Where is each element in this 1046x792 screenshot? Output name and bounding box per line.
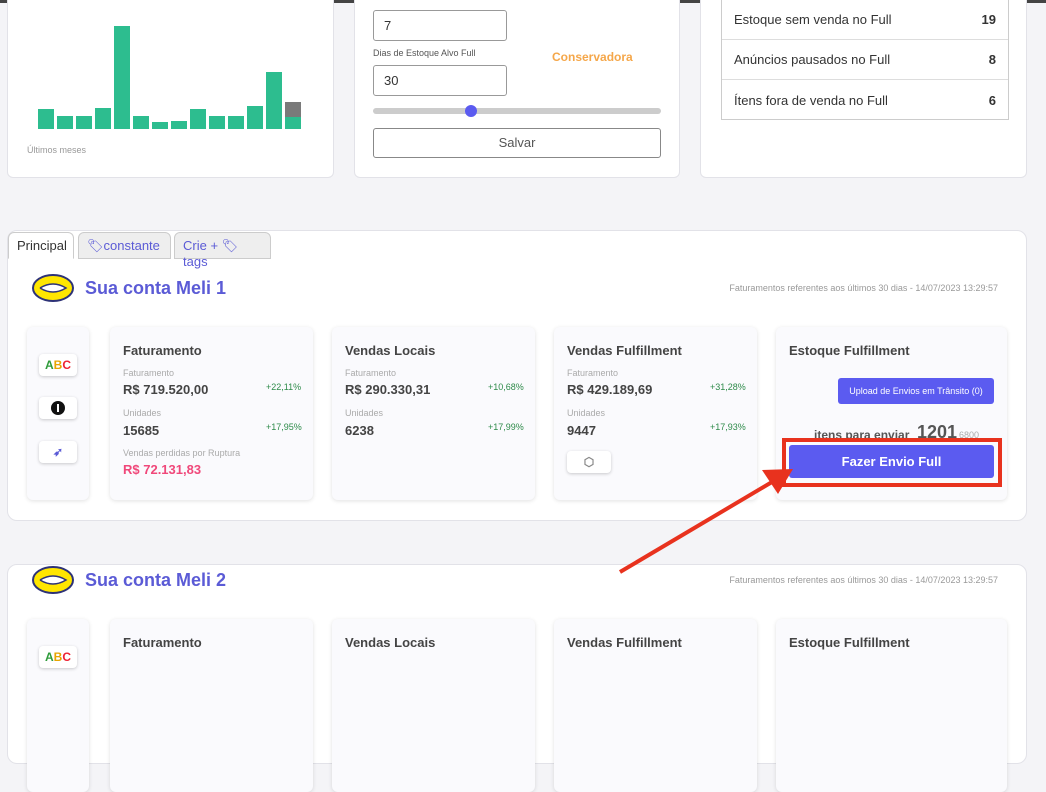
bar	[171, 121, 187, 129]
metric-change: +22,11%	[266, 382, 302, 392]
bar	[228, 116, 244, 129]
metric-label: Faturamento	[123, 368, 175, 378]
annotation-arrow	[618, 469, 793, 574]
bar	[57, 116, 73, 129]
abc-icon[interactable]: ABC	[39, 646, 77, 668]
card-title: Estoque Fulfillment	[789, 635, 910, 650]
account-name: Sua conta Meli 2	[85, 570, 227, 590]
tab[interactable]: 🏷constante	[78, 232, 171, 259]
bar	[95, 108, 111, 129]
letter: A	[44, 358, 54, 372]
upload-button[interactable]: Upload de Envios em Trânsito (0)	[838, 378, 994, 404]
row-label: Anúncios pausados no Full	[734, 52, 891, 67]
metric-value: 15685	[123, 423, 160, 438]
logo	[32, 566, 74, 594]
card-title: Faturamento	[123, 635, 202, 650]
bar	[152, 122, 168, 129]
card-title: Faturamento	[123, 343, 202, 358]
card-title: Vendas Fulfillment	[567, 635, 682, 650]
metric-change: +17,99%	[488, 422, 524, 432]
row-count: 6	[988, 92, 996, 108]
tab[interactable]: Crie + 🏷tags	[174, 232, 271, 269]
metric-label: Unidades	[123, 408, 162, 418]
metric-value: 9447	[567, 423, 596, 438]
tab-label: constante	[103, 238, 160, 253]
lost-value: R$ 72.131,83	[123, 462, 202, 477]
chart-label: Últimos meses	[27, 145, 87, 155]
tab-label: Crie +	[183, 238, 219, 253]
stock-card: Estoque sem venda no Full 19 Anúncios pau…	[700, 0, 1027, 178]
metric-card	[332, 327, 535, 500]
bar	[190, 109, 206, 129]
metric-label: Faturamento	[345, 368, 397, 378]
metric-card	[110, 327, 313, 500]
settings-card: 7 Dias de Estoque Alvo Full Conservadora…	[354, 0, 680, 178]
to-send-value: 1201	[917, 422, 958, 442]
metric-value: 6238	[345, 423, 374, 438]
bar	[266, 72, 282, 129]
card-title: Estoque Fulfillment	[789, 343, 910, 358]
money-icon[interactable]	[39, 397, 77, 419]
metric-change: +17,95%	[266, 422, 302, 432]
letter: C	[62, 650, 71, 664]
save-button[interactable]: Salvar	[373, 128, 661, 158]
list-row[interactable]: Ítens fora de venda no Full 6	[722, 80, 1008, 120]
metric-change: +31,28%	[710, 382, 746, 392]
mini-chart	[38, 26, 301, 129]
highlight-box	[782, 438, 1002, 487]
row-count: 8	[988, 52, 996, 67]
bar	[285, 102, 301, 117]
slider[interactable]	[373, 108, 661, 114]
card-title: Vendas Locais	[345, 343, 436, 358]
letter: A	[44, 650, 54, 664]
row-label: Estoque sem venda no Full	[734, 12, 892, 27]
bar	[38, 109, 54, 129]
metric-label: Faturamento	[567, 368, 619, 378]
rocket-icon[interactable]: ➶	[39, 441, 77, 463]
profile: Conservadora	[552, 50, 633, 64]
bar	[247, 106, 263, 129]
bar	[285, 117, 301, 129]
bar	[114, 26, 130, 129]
letter: B	[53, 650, 63, 664]
metric-value: R$ 290.330,31	[345, 382, 431, 397]
metric-label: Unidades	[345, 408, 384, 418]
tab[interactable]: Principal	[8, 232, 74, 259]
input[interactable]: 30	[373, 65, 507, 96]
stock-list: Estoque sem venda no Full 19 Anúncios pau…	[721, 0, 1009, 120]
tab-label: tags	[183, 254, 208, 269]
metric-label: Vendas perdidas por Ruptura	[123, 448, 241, 458]
list-row[interactable]: Anúncios pausados no Full 8	[722, 40, 1008, 80]
account-name: Sua conta Meli 1	[85, 278, 227, 298]
bar	[133, 116, 149, 129]
letter: C	[62, 358, 71, 372]
page: Últimos meses 7 Dias de Estoque Alvo Ful…	[0, 0, 1046, 764]
card-title: Vendas Fulfillment	[567, 343, 682, 358]
logo	[32, 274, 74, 302]
sales-card: Últimos meses	[7, 0, 334, 178]
total-value: 6800	[959, 430, 980, 440]
arrow-line	[618, 480, 774, 574]
metric-label: Unidades	[567, 408, 606, 418]
slider-knob[interactable]	[465, 105, 477, 117]
period-note: Faturamentos referentes aos últimos 30 d…	[729, 575, 998, 585]
field-label: Dias de Estoque Alvo Full	[373, 48, 476, 58]
action-button[interactable]: Fazer Envio Full	[789, 445, 994, 478]
metric-value: R$ 429.189,69	[567, 382, 653, 397]
metric-value: R$ 719.520,00	[123, 382, 209, 397]
input[interactable]: 7	[373, 10, 507, 41]
arrow-head	[762, 469, 793, 494]
row-label: Ítens fora de venda no Full	[734, 92, 888, 108]
card-title: Vendas Locais	[345, 635, 436, 650]
list-row[interactable]: Estoque sem venda no Full 19	[722, 0, 1008, 40]
letter: B	[53, 358, 63, 372]
metric-change: +17,93%	[710, 422, 746, 432]
boxes-icon[interactable]: ⬡	[567, 451, 611, 473]
metric-change: +10,68%	[488, 382, 524, 392]
bar	[76, 116, 92, 129]
period-note: Faturamentos referentes aos últimos 30 d…	[729, 283, 998, 293]
abc-icon[interactable]: ABC	[39, 354, 77, 376]
bar	[209, 116, 225, 129]
row-count: 19	[981, 12, 996, 27]
